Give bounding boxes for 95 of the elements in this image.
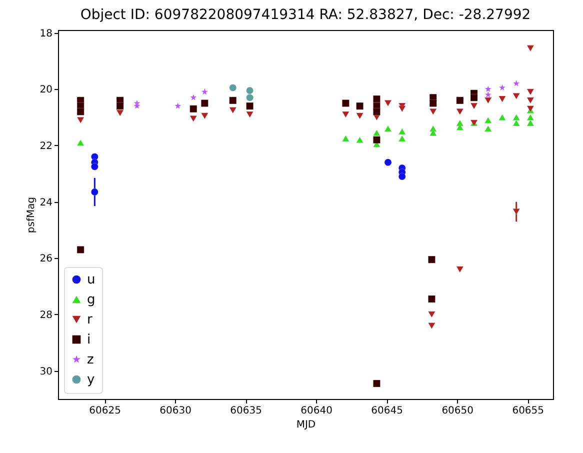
point — [526, 88, 534, 96]
point — [429, 130, 437, 136]
point — [484, 91, 492, 98]
point — [190, 105, 198, 113]
legend-label: y — [87, 372, 95, 388]
y-tick-label: 20 — [40, 84, 52, 96]
point — [384, 158, 392, 166]
point — [428, 311, 436, 318]
point — [229, 84, 237, 92]
point — [133, 102, 141, 110]
point — [428, 256, 436, 264]
point — [246, 102, 254, 110]
point — [484, 97, 492, 104]
point — [90, 188, 98, 196]
legend-label: z — [87, 352, 94, 368]
point — [246, 111, 254, 118]
point — [526, 97, 534, 104]
point — [429, 99, 437, 108]
point — [200, 112, 208, 120]
point — [484, 116, 492, 124]
y-axis-title: psfMag — [26, 196, 37, 234]
x-tick-label: 60630 — [160, 406, 192, 416]
point — [246, 94, 254, 102]
point — [498, 84, 506, 91]
point — [398, 135, 406, 142]
point — [512, 92, 520, 100]
point — [398, 128, 406, 135]
point — [470, 94, 478, 102]
point — [456, 124, 464, 130]
point — [512, 80, 520, 87]
point — [190, 115, 198, 122]
point — [428, 322, 436, 330]
y-tick-label: 24 — [40, 197, 52, 208]
legend-label: u — [87, 272, 96, 288]
x-tick-label: 60625 — [89, 406, 121, 416]
point — [76, 116, 84, 124]
x-tick-label: 60650 — [442, 406, 474, 416]
point — [428, 295, 436, 303]
y-tick-label: 26 — [40, 254, 52, 265]
point — [526, 44, 534, 52]
point — [456, 108, 464, 115]
point — [456, 96, 464, 104]
chart-title: Object ID: 609782208097419314 RA: 52.83827, Dec: -28.27992 — [80, 6, 531, 23]
point — [526, 120, 534, 126]
point — [342, 99, 350, 108]
point — [512, 208, 520, 215]
y-tick-label: 30 — [40, 366, 52, 378]
x-tick-label: 60645 — [371, 406, 403, 416]
point — [384, 125, 392, 132]
point — [356, 112, 364, 120]
point — [201, 88, 208, 96]
point — [356, 102, 364, 110]
point — [174, 102, 182, 110]
point — [484, 125, 492, 132]
point — [229, 96, 237, 104]
point — [372, 95, 381, 103]
point — [372, 136, 381, 144]
legend-label: i — [87, 332, 91, 348]
point — [190, 94, 197, 101]
point — [76, 108, 84, 116]
y-tick-label: 28 — [40, 310, 52, 321]
point — [229, 106, 237, 114]
point — [372, 108, 381, 116]
point — [90, 162, 98, 170]
point — [356, 136, 364, 144]
point — [498, 96, 506, 102]
x-tick-label: 60655 — [512, 406, 544, 416]
y-tick-label: 18 — [40, 28, 52, 40]
point — [512, 120, 520, 126]
point — [76, 246, 84, 254]
point — [372, 380, 381, 388]
point — [342, 135, 350, 142]
point — [498, 114, 506, 121]
point — [384, 100, 392, 107]
point — [398, 172, 406, 180]
point — [76, 139, 84, 146]
legend-label: r — [87, 312, 93, 328]
x-tick-label: 60640 — [300, 406, 332, 416]
point — [398, 106, 406, 112]
point — [116, 102, 124, 110]
x-axis-title: MJD — [296, 420, 316, 430]
point — [470, 102, 478, 110]
point — [429, 108, 437, 115]
point — [246, 86, 254, 94]
point — [116, 110, 124, 116]
point — [512, 114, 520, 121]
point — [372, 130, 381, 136]
point — [484, 85, 492, 92]
x-tick-label: 60635 — [230, 406, 262, 416]
y-tick-label: 22 — [40, 140, 52, 152]
legend-label: g — [87, 292, 96, 308]
point — [342, 111, 350, 118]
point — [456, 266, 464, 273]
point — [526, 114, 534, 121]
point — [200, 99, 208, 108]
